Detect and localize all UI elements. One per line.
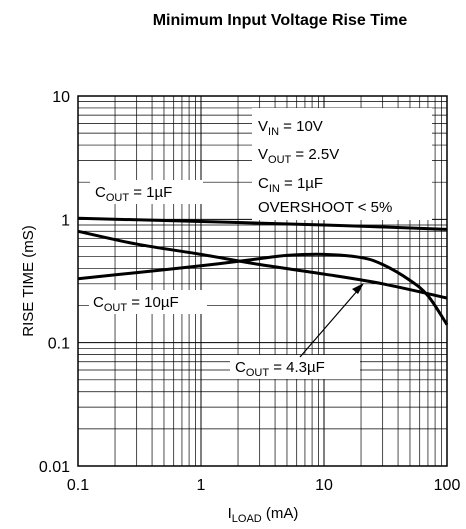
label-cout-4-3uf-text: COUT = 4.3µF <box>235 359 325 379</box>
label-cout-4-3uf-backdrop <box>230 355 360 379</box>
y-tick-label: 1 <box>61 212 70 229</box>
conditions-block: VIN = 10V VOUT = 2.5V CIN = 1µF OVERSHOO… <box>252 108 432 220</box>
series-line-cout-10uf <box>77 229 448 300</box>
x-axis-label: ILOAD (mA) <box>228 505 299 525</box>
condition-vout: VOUT = 2.5V <box>258 146 339 166</box>
chart-title: Minimum Input Voltage Rise Time <box>153 12 408 29</box>
pointer-cout-4-3uf <box>299 289 359 358</box>
label-cout-10uf-backdrop <box>89 290 207 314</box>
x-tick-label: 10 <box>315 477 333 494</box>
y-tick-label: 0.01 <box>39 459 70 476</box>
y-tick-label: 10 <box>52 89 70 106</box>
y-tick-label: 0.1 <box>48 336 70 353</box>
plot-frame <box>77 95 448 467</box>
label-cout-1uf: COUT = 1µF <box>90 180 203 204</box>
series-line-cout-1uf <box>77 216 448 231</box>
conditions-backdrop <box>252 108 432 220</box>
pointer-arrowhead <box>352 283 364 294</box>
x-tick-label: 100 <box>434 477 461 494</box>
x-tick-label: 0.1 <box>67 477 89 494</box>
condition-overshoot: OVERSHOOT < 5% <box>258 199 392 216</box>
condition-cin: CIN = 1µF <box>258 175 323 195</box>
series-curves <box>77 216 449 326</box>
label-cout-10uf-text: COUT = 10µF <box>93 294 179 314</box>
condition-vin: VIN = 10V <box>258 118 323 138</box>
series-line-cout-4-3uf <box>77 252 449 326</box>
label-cout-4-3uf: COUT = 4.3µF <box>230 355 360 379</box>
label-cout-1uf-backdrop <box>90 180 203 204</box>
label-cout-1uf-text: COUT = 1µF <box>95 184 172 204</box>
label-cout-10uf: COUT = 10µF <box>89 290 207 314</box>
y-axis-label: RISE TIME (mS) <box>20 225 37 336</box>
x-tick-label: 1 <box>197 477 206 494</box>
